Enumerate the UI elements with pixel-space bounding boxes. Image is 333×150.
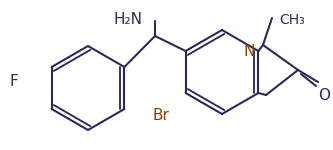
Text: O: O xyxy=(318,87,330,102)
Text: F: F xyxy=(10,75,18,90)
Text: Br: Br xyxy=(152,108,169,123)
Text: H₂N: H₂N xyxy=(114,12,143,27)
Text: CH₃: CH₃ xyxy=(279,13,305,27)
Text: N: N xyxy=(243,45,255,60)
